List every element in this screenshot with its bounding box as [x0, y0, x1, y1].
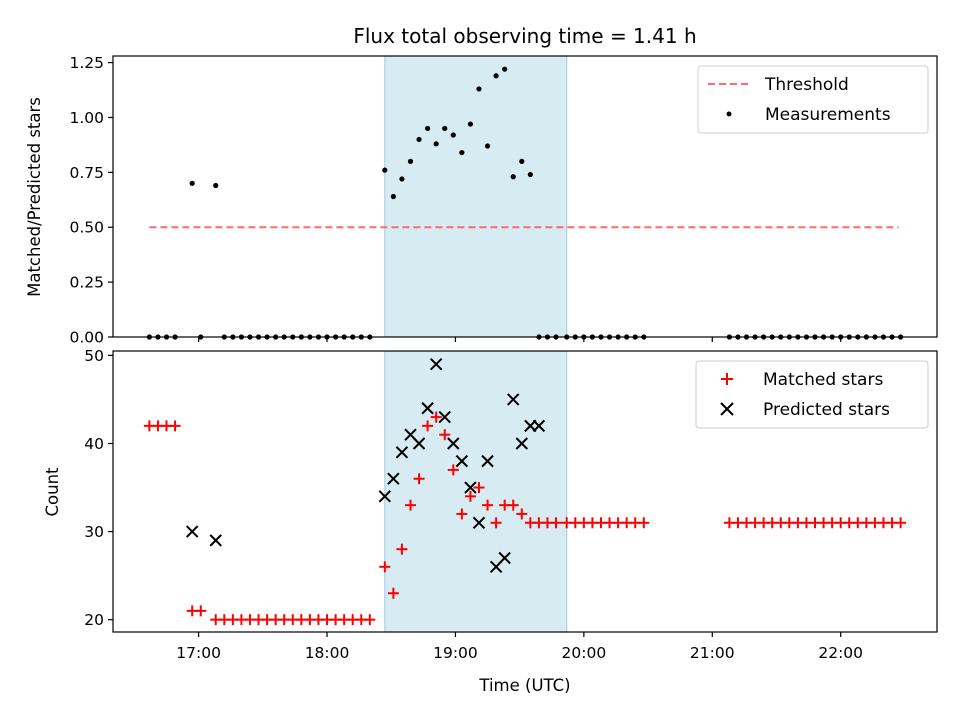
matched-stars-point [430, 411, 442, 423]
matched-stars-point [396, 543, 408, 555]
x-tick-label: 22:00 [818, 644, 863, 662]
measurements-point [407, 158, 414, 164]
bottom-plot-frame [112, 350, 938, 633]
matched-stars-point [422, 420, 434, 432]
legend-measurements-swatch [726, 111, 732, 117]
x-tick-label: 17:00 [176, 644, 221, 662]
predicted-stars-point [185, 525, 199, 538]
predicted-stars-point [507, 393, 520, 406]
legend-predicted-label: Predicted stars [763, 400, 890, 420]
bottom-legend: Matched stars Predicted stars [695, 360, 929, 429]
measurements-point [416, 136, 422, 143]
measurements-point [442, 125, 448, 132]
matched-stars-point [195, 605, 207, 617]
legend-measurements-label: Measurements [765, 105, 891, 125]
measurements-point [493, 73, 499, 79]
legend-matched-swatch [721, 373, 733, 385]
measurements-point [399, 176, 405, 182]
matched-stars-point [413, 473, 425, 485]
measurements-point [502, 66, 508, 72]
predicted-stars-point [438, 410, 451, 424]
predicted-stars-point [387, 472, 400, 485]
predicted-stars-point [209, 534, 222, 547]
top-legend-box [697, 65, 929, 134]
measurements-point [425, 125, 431, 132]
legend-matched-label: Matched stars [763, 370, 883, 390]
x-tick-label: 18:00 [305, 644, 350, 662]
matched-stars-point [379, 561, 391, 573]
matched-stars-point [473, 482, 485, 494]
predicted-stars-point [395, 446, 409, 459]
y-tick-label: 20 [84, 611, 104, 629]
measurements-point [476, 86, 482, 92]
y-tick-label: 30 [84, 523, 104, 541]
measurements-point [484, 143, 491, 149]
top-ylabel: Matched/Predicted stars [25, 97, 44, 297]
bottom-xlabel: Time (UTC) [478, 676, 570, 695]
top-legend: Threshold Measurements [697, 65, 929, 134]
measurements-point [450, 132, 456, 138]
matched-stars-point [550, 517, 562, 529]
bottom-ylabel: Count [43, 467, 62, 517]
predicted-stars-point [429, 358, 443, 371]
y-tick-label: 0.25 [69, 274, 104, 292]
bottom-legend-box [695, 360, 929, 429]
matched-stars-point [439, 429, 451, 441]
matched-stars-point [456, 508, 468, 520]
matched-stars-point [447, 464, 459, 476]
measurements-point [519, 158, 525, 164]
y-tick-label: 0.00 [69, 329, 104, 347]
measurements-point [467, 121, 474, 127]
y-tick-label: 50 [84, 347, 104, 365]
y-tick-label: 1.00 [69, 109, 104, 127]
matched-stars-point [895, 517, 907, 529]
x-tick-label: 21:00 [690, 644, 735, 662]
measurements-point [213, 182, 219, 189]
measurements-point [527, 171, 533, 178]
matched-stars-point [364, 614, 376, 626]
matched-stars-point [482, 499, 494, 511]
matched-stars-point [507, 499, 519, 511]
legend-predicted-swatch [720, 402, 734, 416]
measurements-point [459, 149, 465, 156]
predicted-stars-point [481, 454, 494, 468]
predicted-stars-point [532, 419, 546, 433]
predicted-stars-point [515, 437, 528, 450]
predicted-stars-point [464, 481, 477, 494]
y-tick-label: 0.50 [69, 219, 104, 237]
x-tick-label: 20:00 [562, 644, 607, 662]
chart-title: Flux total observing time = 1.41 h [353, 24, 696, 48]
predicted-stars-point [472, 516, 486, 529]
measurements-point [189, 180, 195, 186]
predicted-stars-point [447, 437, 460, 450]
predicted-stars-point [455, 454, 469, 468]
predicted-stars-point [378, 490, 392, 503]
matched-stars-point [490, 517, 502, 529]
matched-stars-point [169, 420, 181, 432]
measurements-point [433, 141, 439, 147]
measurements-point [382, 167, 388, 173]
matched-stars-point [387, 587, 399, 599]
legend-threshold-label: Threshold [764, 75, 849, 95]
predicted-stars-point [421, 402, 434, 415]
x-tick-label: 19:00 [433, 644, 478, 662]
y-tick-label: 40 [84, 435, 104, 453]
top-plot-frame [112, 55, 938, 338]
measurements-point [390, 193, 396, 200]
y-tick-label: 1.25 [69, 54, 104, 72]
y-tick-label: 0.75 [69, 164, 104, 182]
matched-stars-point [404, 499, 416, 511]
matched-stars-point [464, 490, 476, 502]
observing-span [384, 55, 568, 338]
predicted-stars-point [412, 437, 426, 450]
matched-stars-point [638, 517, 650, 529]
predicted-stars-point [498, 551, 511, 565]
top-panel: 0.00 0.25 0.50 0.75 1.00 1.25 Matched/Predict… [25, 54, 938, 347]
matched-stars-point [516, 508, 528, 520]
measurements-point [510, 174, 516, 180]
